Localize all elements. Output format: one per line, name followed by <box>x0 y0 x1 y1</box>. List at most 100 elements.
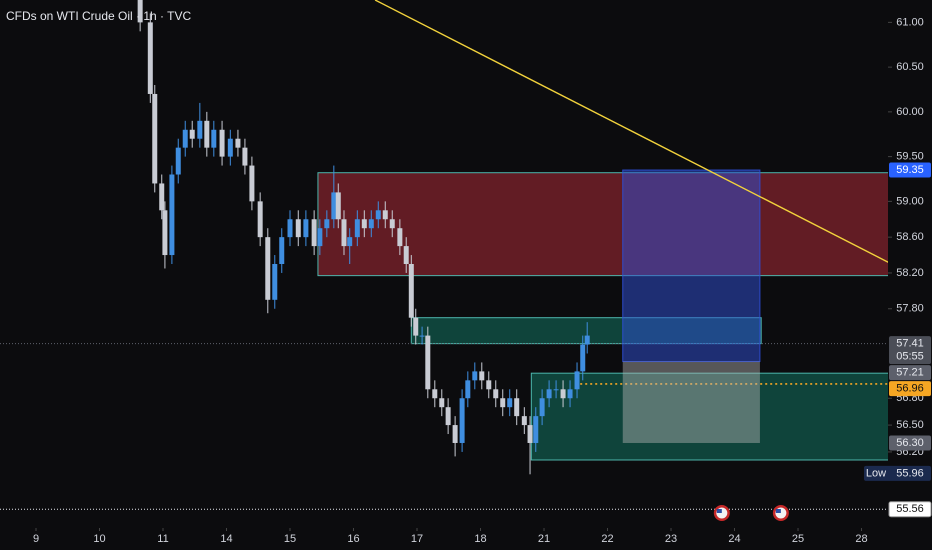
x-tick-label: 17 <box>411 533 423 545</box>
candle-body <box>295 219 301 238</box>
x-tick-label: 23 <box>665 533 677 545</box>
price-badge <box>889 162 931 178</box>
event-flag <box>772 505 789 521</box>
candle-body <box>472 371 478 381</box>
candle-body <box>152 93 158 184</box>
event-flag-canton <box>716 509 722 513</box>
chart-title: CFDs on WTI Crude Oil · 1h · TVC <box>6 9 191 23</box>
candle-body <box>459 398 465 443</box>
x-tick-label: 14 <box>220 533 232 545</box>
candle-body <box>257 201 263 238</box>
candle-body <box>287 219 293 238</box>
position-target <box>622 169 761 363</box>
price-badge <box>889 365 931 381</box>
x-tick-label: 28 <box>855 533 867 545</box>
y-tick-label: 59.50 <box>896 151 924 163</box>
price-badge-label: 56.96 <box>896 383 924 395</box>
y-tick-label: 56.50 <box>896 419 924 431</box>
candle-body <box>311 219 317 247</box>
price-badge-prefix: Low <box>866 467 886 479</box>
price-badge <box>889 336 931 365</box>
candle-body <box>242 147 248 166</box>
candle-body <box>368 219 374 229</box>
candle-body <box>486 380 492 390</box>
candle-body <box>533 416 539 443</box>
plot-area <box>0 0 888 521</box>
axes: 61.00 60.50 60.00 59.50 59.00 58.60 58.20 57.80… <box>33 16 932 545</box>
candle-body <box>235 138 241 148</box>
x-tick-label: 21 <box>538 533 550 545</box>
x-tick-label: 9 <box>33 533 39 545</box>
candle-body <box>317 228 323 247</box>
candle-body <box>521 416 527 426</box>
candle-body <box>413 317 419 336</box>
x-tick-label: 25 <box>792 533 804 545</box>
candle-body <box>567 389 573 399</box>
candle-body <box>397 228 403 247</box>
price-badge-label: 56.30 <box>896 437 924 449</box>
candle-body <box>169 174 175 256</box>
y-tick-label: 60.50 <box>896 61 924 73</box>
candle-body <box>445 407 451 426</box>
candle-body <box>219 129 225 157</box>
candle-body <box>341 219 347 247</box>
candle-body <box>493 389 499 399</box>
price-badge <box>889 435 931 451</box>
candle-body <box>375 210 381 220</box>
candle-body <box>175 147 181 175</box>
candle-body <box>465 380 471 399</box>
candle-body <box>324 219 330 229</box>
price-badge-countdown: 05:55 <box>896 351 924 363</box>
candle-body <box>574 371 580 390</box>
y-tick-label: 58.60 <box>896 231 924 243</box>
candle-body <box>382 210 388 220</box>
candle-body <box>527 425 533 443</box>
y-tick-label: 58.20 <box>896 267 924 279</box>
candle-body <box>227 138 233 157</box>
candle-body <box>182 129 188 148</box>
x-tick-label: 22 <box>601 533 613 545</box>
price-badge-label: 57.21 <box>896 367 924 379</box>
candle-body <box>272 264 278 300</box>
candle-body <box>389 219 395 229</box>
candle-body <box>303 219 309 238</box>
price-badge-label: 55.56 <box>896 503 924 515</box>
candle-body <box>479 371 485 381</box>
zone <box>530 372 888 461</box>
candle-body <box>354 219 360 238</box>
candle-body <box>403 246 409 264</box>
candle-body <box>162 210 168 256</box>
candle-body <box>265 237 271 300</box>
price-badge <box>889 381 931 397</box>
trendline <box>374 0 888 263</box>
candle-body <box>137 0 143 23</box>
position-stop <box>622 361 760 443</box>
candle-body <box>147 22 153 94</box>
candle-body <box>197 120 203 139</box>
candle-body <box>539 398 545 417</box>
candle-body <box>560 389 566 399</box>
candle-body <box>452 425 458 443</box>
candle-body <box>408 264 414 318</box>
x-tick-label: 24 <box>728 533 740 545</box>
x-tick-label: 11 <box>157 533 168 545</box>
y-tick-label: 60.00 <box>896 106 924 118</box>
candle-body <box>580 344 586 372</box>
candle-body <box>189 129 195 139</box>
candle-body <box>335 192 341 220</box>
candle-body <box>500 398 506 408</box>
price-badge-label: 57.41 <box>896 338 924 350</box>
x-tick-label: 10 <box>93 533 105 545</box>
candle-body <box>361 219 367 229</box>
candle-body <box>507 398 513 408</box>
x-tick-label: 16 <box>347 533 359 545</box>
y-tick-label: 59.00 <box>896 195 924 207</box>
candle-body <box>331 192 337 220</box>
candle-body <box>432 389 438 399</box>
candle-body <box>419 335 425 337</box>
x-tick-label: 15 <box>284 533 296 545</box>
x-tick-label: 18 <box>474 533 486 545</box>
candle-body <box>514 398 520 417</box>
